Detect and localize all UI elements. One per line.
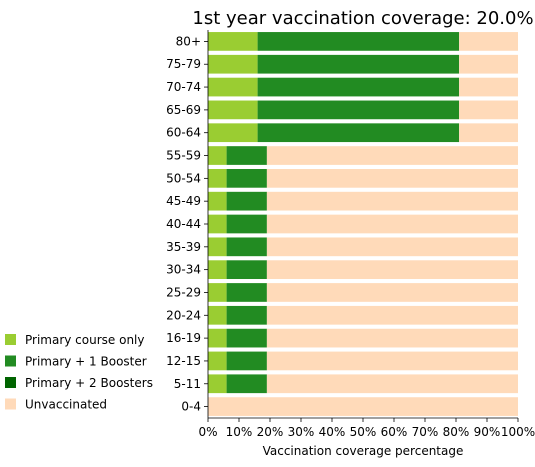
bar-35-39-series-0 [208, 237, 227, 257]
bar-55-59-series-0 [208, 146, 227, 165]
bar-20-24-series-1 [226, 305, 267, 325]
x-tick-label: 100% [501, 425, 535, 439]
y-tick-label: 80+ [176, 34, 201, 48]
bar-16-19-series-3 [266, 328, 518, 348]
bar-45-49-series-0 [208, 191, 227, 211]
bar-30-34-series-1 [226, 260, 267, 280]
bar-75-79-series-3 [459, 54, 518, 74]
y-axis: 80+ 75-79 70-74 65-69 60-64 55-59 50-54 45-49 40… [166, 30, 209, 418]
bar-40-44-series-1 [226, 214, 267, 234]
legend-swatch [5, 377, 16, 388]
bar-45-49-series-3 [266, 191, 518, 211]
legend-swatch [5, 334, 16, 345]
x-axis-label: Vaccination coverage percentage [263, 444, 464, 458]
y-tick-label: 25-29 [166, 285, 201, 299]
bar-65-69-series-1 [257, 100, 460, 120]
x-tick-label: 80% [443, 425, 470, 439]
y-tick-label: 12-15 [166, 354, 201, 368]
bar-25-29-series-0 [208, 283, 227, 302]
bar-25-29-series-1 [226, 283, 267, 302]
bar-5-11-series-3 [266, 374, 518, 394]
bar-5-11-series-0 [208, 374, 227, 394]
y-tick-label: 20-24 [166, 308, 201, 322]
bar-16-19-series-1 [226, 328, 267, 348]
x-tick-label: 0% [198, 425, 217, 439]
y-tick-label: 70-74 [166, 80, 201, 94]
bar-45-49-series-1 [226, 191, 267, 211]
bar-70-74-series-1 [257, 77, 460, 97]
y-tick-label: 30-34 [166, 263, 201, 277]
bar-25-29-series-3 [266, 283, 518, 302]
bar-20-24-series-3 [266, 305, 518, 325]
x-tick-label: 60% [381, 425, 408, 439]
y-tick-label: 65-69 [166, 103, 201, 117]
legend-entry: Primary + 1 Booster [25, 355, 147, 369]
bar-70-74-series-0 [208, 77, 258, 97]
x-axis: 0% 10% 20% 30% 40% 50% 60% 70% 80% 90% 100% [198, 417, 535, 439]
legend-entry: Primary course only [25, 333, 145, 347]
bar-12-15-series-3 [266, 351, 518, 371]
bar-70-74-series-3 [459, 77, 518, 97]
x-tick-label: 70% [412, 425, 439, 439]
bar-80+-series-3 [459, 32, 518, 51]
bar-35-39-series-1 [226, 237, 267, 257]
bar-55-59-series-1 [226, 146, 267, 165]
bar-60-64-series-3 [459, 123, 518, 143]
y-tick-label: 75-79 [166, 57, 201, 71]
bar-30-34-series-0 [208, 260, 227, 280]
legend-swatch [5, 398, 16, 410]
y-tick-label: 5-11 [174, 377, 201, 391]
y-tick-label: 60-64 [166, 126, 201, 140]
bar-80+-series-1 [257, 32, 460, 51]
bar-65-69-series-3 [459, 100, 518, 120]
bar-75-79-series-1 [257, 54, 460, 74]
bar-60-64-series-1 [257, 123, 460, 143]
y-tick-label: 35-39 [166, 240, 201, 254]
y-tick-label: 50-54 [166, 171, 201, 185]
y-tick-label: 45-49 [166, 194, 201, 208]
bar-60-64-series-0 [208, 123, 258, 143]
bar-50-54-series-0 [208, 168, 227, 188]
bar-50-54-series-3 [266, 168, 518, 188]
chart-title: 1st year vaccination coverage: 20.0% [192, 8, 533, 29]
y-tick-label: 0-4 [181, 400, 201, 414]
bar-12-15-series-0 [208, 351, 227, 371]
x-tick-label: 50% [350, 425, 377, 439]
x-tick-label: 40% [319, 425, 346, 439]
x-tick-label: 20% [257, 425, 284, 439]
bar-20-24-series-0 [208, 305, 227, 325]
bar-5-11-series-1 [226, 374, 267, 394]
bar-65-69-series-0 [208, 100, 258, 120]
bar-40-44-series-3 [266, 214, 518, 234]
y-tick-label: 16-19 [166, 331, 201, 345]
bar-30-34-series-3 [266, 260, 518, 280]
bar-40-44-series-0 [208, 214, 227, 234]
y-tick-label: 40-44 [166, 217, 201, 231]
legend-entry: Primary + 2 Boosters [25, 376, 153, 390]
bar-35-39-series-3 [266, 237, 518, 257]
bar-50-54-series-1 [226, 168, 267, 188]
bars-group [208, 32, 518, 416]
y-tick-label: 55-59 [166, 149, 201, 163]
legend-entry: Unvaccinated [25, 398, 107, 412]
bar-12-15-series-1 [226, 351, 267, 371]
legend-swatch [5, 355, 16, 367]
x-tick-label: 90% [474, 425, 501, 439]
bar-16-19-series-0 [208, 328, 227, 348]
x-tick-label: 10% [226, 425, 253, 439]
bar-55-59-series-3 [266, 146, 518, 165]
bar-0-4-series-3 [208, 397, 518, 416]
legend: Primary course only Primary + 1 Booster Pr… [5, 333, 153, 412]
bar-80+-series-0 [208, 32, 258, 51]
x-tick-label: 30% [288, 425, 315, 439]
bar-75-79-series-0 [208, 54, 258, 74]
